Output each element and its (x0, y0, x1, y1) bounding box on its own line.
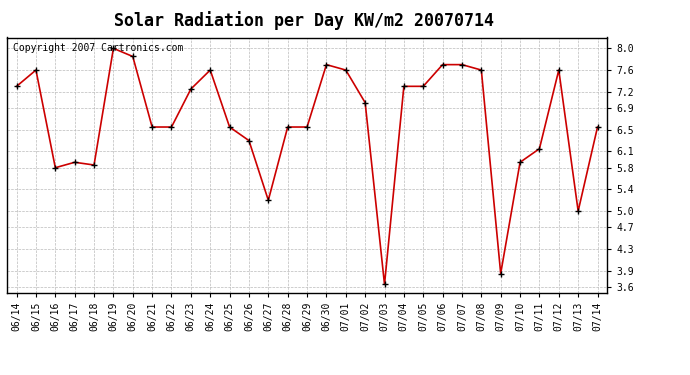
Text: Copyright 2007 Cartronics.com: Copyright 2007 Cartronics.com (13, 43, 184, 52)
Text: Solar Radiation per Day KW/m2 20070714: Solar Radiation per Day KW/m2 20070714 (114, 11, 493, 30)
